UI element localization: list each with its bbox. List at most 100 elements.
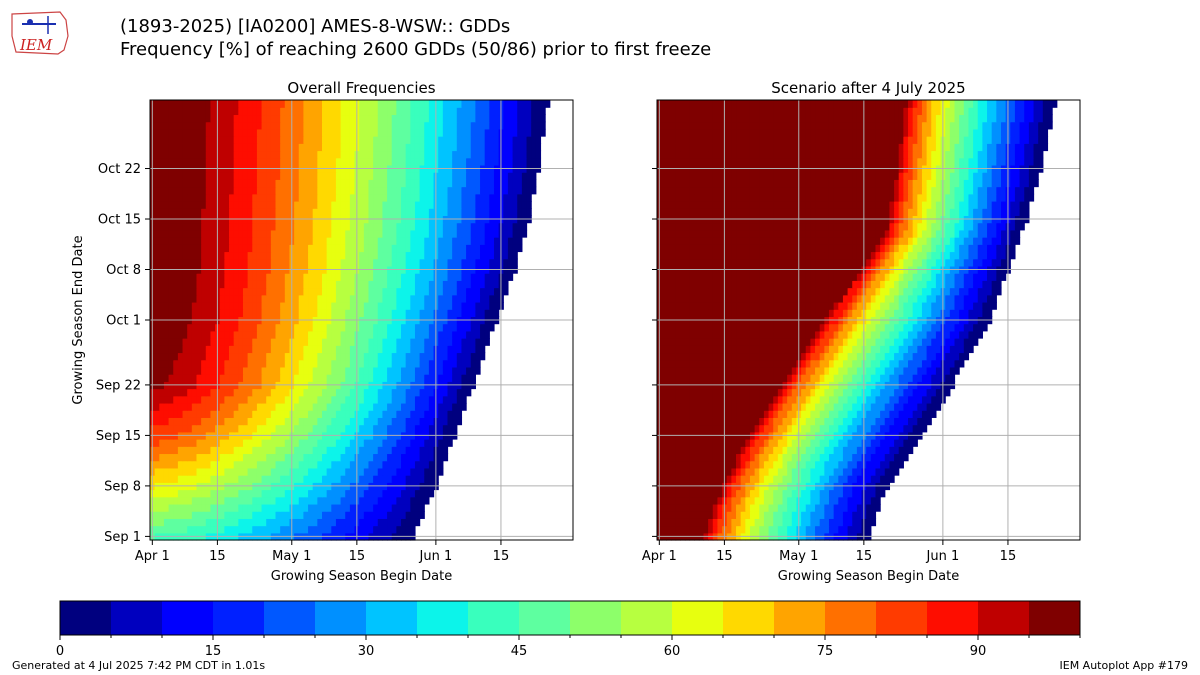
heatmap-cell	[191, 345, 198, 354]
heatmap-cell	[396, 345, 402, 354]
heatmap-cell	[159, 294, 165, 303]
heatmap-cell	[452, 366, 458, 375]
heatmap-cell	[512, 193, 518, 202]
heatmap-cell	[475, 330, 481, 339]
heatmap-cell	[266, 525, 272, 534]
heatmap-cell	[484, 114, 490, 123]
heatmap-cell	[852, 511, 858, 519]
heatmap-cell	[280, 460, 286, 469]
heatmap-cell	[787, 525, 793, 534]
heatmap-cell	[182, 395, 188, 404]
heatmap-cell	[424, 143, 430, 152]
heatmap-cell	[205, 352, 212, 361]
heatmap-cell	[480, 280, 486, 289]
heatmap-cell	[405, 525, 411, 534]
x-tick-label: Jun 1	[419, 549, 453, 564]
heatmap-cell	[391, 157, 397, 166]
heatmap-cell	[256, 100, 263, 108]
heatmap-cell	[377, 446, 384, 455]
heatmap-cell	[470, 121, 476, 130]
heatmap-cell	[387, 453, 393, 462]
heatmap-cell	[726, 511, 732, 519]
heatmap-cell	[252, 193, 258, 202]
heatmap-cell	[229, 446, 235, 455]
heatmap-cell	[377, 237, 384, 245]
heatmap-cell	[266, 150, 272, 159]
heatmap-cell	[303, 258, 309, 267]
heatmap-cell	[233, 251, 239, 260]
heatmap-cell	[326, 150, 332, 159]
heatmap-cell	[396, 489, 402, 498]
heatmap-cell	[238, 273, 244, 281]
heatmap-cell	[298, 128, 304, 137]
heatmap-cell	[401, 518, 407, 527]
heatmap-cell	[173, 244, 179, 253]
heatmap-cell	[838, 525, 844, 534]
heatmap-cell	[382, 424, 388, 433]
heatmap-cell	[321, 460, 328, 469]
heatmap-cell	[414, 237, 421, 245]
heatmap-cell	[261, 446, 267, 455]
heatmap-cell	[205, 330, 212, 339]
heatmap-cell	[782, 511, 788, 519]
heatmap-cell	[294, 446, 300, 455]
heatmap-cell	[298, 301, 304, 310]
heatmap-cell	[442, 172, 449, 180]
heatmap-cell	[233, 179, 239, 188]
heatmap-cell	[377, 359, 384, 368]
heatmap-cell	[387, 186, 393, 195]
heatmap-cell	[345, 359, 351, 368]
heatmap-cell	[303, 157, 309, 166]
heatmap-cell	[335, 388, 342, 397]
heatmap-cell	[335, 518, 342, 527]
heatmap-cell	[154, 251, 160, 260]
heatmap-cell	[819, 525, 825, 534]
heatmap-cell	[261, 489, 267, 498]
heatmap-cell	[177, 323, 184, 332]
heatmap-cell	[242, 366, 249, 375]
heatmap-cell	[405, 345, 411, 354]
heatmap-cell	[224, 511, 230, 519]
heatmap-cell	[331, 503, 337, 512]
heatmap-cell	[335, 121, 342, 130]
heatmap-cell	[470, 229, 476, 238]
heatmap-cell	[382, 186, 388, 195]
heatmap-cell	[345, 323, 351, 332]
heatmap-cell	[321, 366, 328, 375]
heatmap-cell	[280, 301, 286, 310]
heatmap-cell	[270, 338, 277, 346]
heatmap-cell	[368, 467, 374, 476]
heatmap-cell	[419, 345, 425, 354]
heatmap-cell	[675, 518, 681, 527]
heatmap-cell	[726, 503, 732, 512]
heatmap-cell	[159, 374, 165, 382]
heatmap-cell	[703, 489, 709, 498]
heatmap-cell	[196, 172, 202, 180]
heatmap-cell	[224, 237, 230, 245]
heatmap-cell	[308, 489, 314, 498]
heatmap-cell	[512, 136, 518, 144]
heatmap-cell	[210, 229, 216, 238]
heatmap-cell	[266, 186, 272, 195]
heatmap-cell	[484, 251, 490, 260]
heatmap-cell	[196, 402, 202, 411]
heatmap-cell	[201, 294, 207, 303]
heatmap-cell	[480, 287, 486, 296]
heatmap-cell	[521, 100, 528, 108]
heatmap-cell	[266, 323, 272, 332]
heatmap-cell	[247, 446, 253, 455]
heatmap-cell	[340, 395, 346, 404]
heatmap-cell	[489, 186, 495, 195]
heatmap-cell	[475, 222, 481, 231]
heatmap-cell	[493, 107, 500, 116]
heatmap-cell	[401, 467, 407, 476]
heatmap-cell	[187, 496, 193, 505]
heatmap-cell	[452, 200, 458, 209]
heatmap-cell	[377, 388, 384, 397]
heatmap-cell	[493, 114, 500, 123]
heatmap-cell	[224, 467, 230, 476]
heatmap-cell	[298, 136, 304, 144]
heatmap-cell	[391, 489, 397, 498]
heatmap-cell	[326, 323, 332, 332]
heatmap-cell	[224, 330, 230, 339]
